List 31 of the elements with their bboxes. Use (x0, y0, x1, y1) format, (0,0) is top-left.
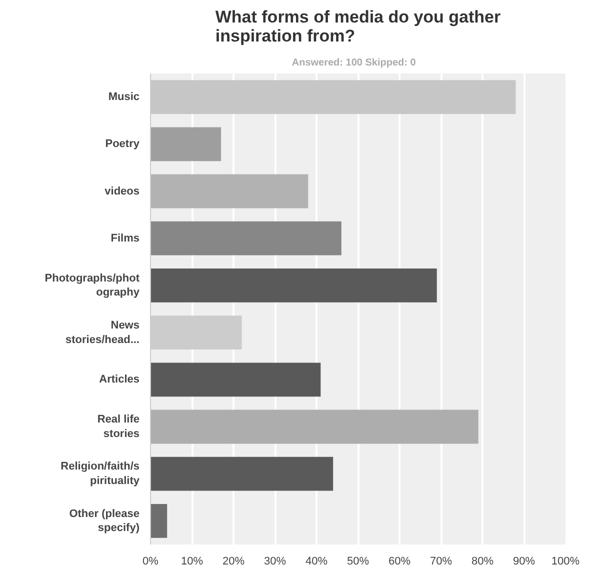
y-tick-label: videos (104, 185, 140, 198)
bar (150, 456, 334, 491)
x-tick-label: 10% (180, 556, 204, 568)
y-tick-label: Articles (99, 374, 140, 386)
x-tick-label: 40% (305, 556, 328, 568)
x-tick-label: 80% (471, 556, 494, 568)
bar (150, 127, 222, 162)
y-tick-label: Photographs/photography (44, 272, 140, 299)
y-tick-label: Poetry (105, 138, 140, 150)
y-tick-label: Music (108, 91, 140, 104)
x-tick-label: 30% (264, 556, 286, 568)
y-tick-label: Other (please specify) (69, 508, 140, 534)
y-tick-label: Films (110, 232, 140, 244)
bar (150, 268, 437, 302)
bar (150, 221, 342, 256)
bar (150, 410, 478, 444)
bar (150, 362, 321, 397)
y-tick-label: Real life stories (97, 414, 140, 440)
x-tick-label: 60% (388, 556, 411, 568)
x-tick-label: 70% (430, 556, 452, 568)
y-tick-label: Religion/faith/spirituality (60, 460, 140, 488)
x-tick-label: 50% (346, 556, 370, 568)
x-tick-label: 100% (551, 556, 580, 568)
x-tick-label: 90% (512, 556, 536, 568)
x-tick-label: 0% (142, 556, 159, 568)
x-tick-label: 20% (222, 556, 245, 568)
chart-subtitle: Answered: 100 Skipped: 0 (292, 58, 416, 68)
bar (150, 174, 308, 208)
bar (150, 504, 168, 538)
y-tick-label: News stories/head... (66, 319, 140, 346)
chart-title: What forms of media do you gather inspiration from? (215, 8, 502, 46)
